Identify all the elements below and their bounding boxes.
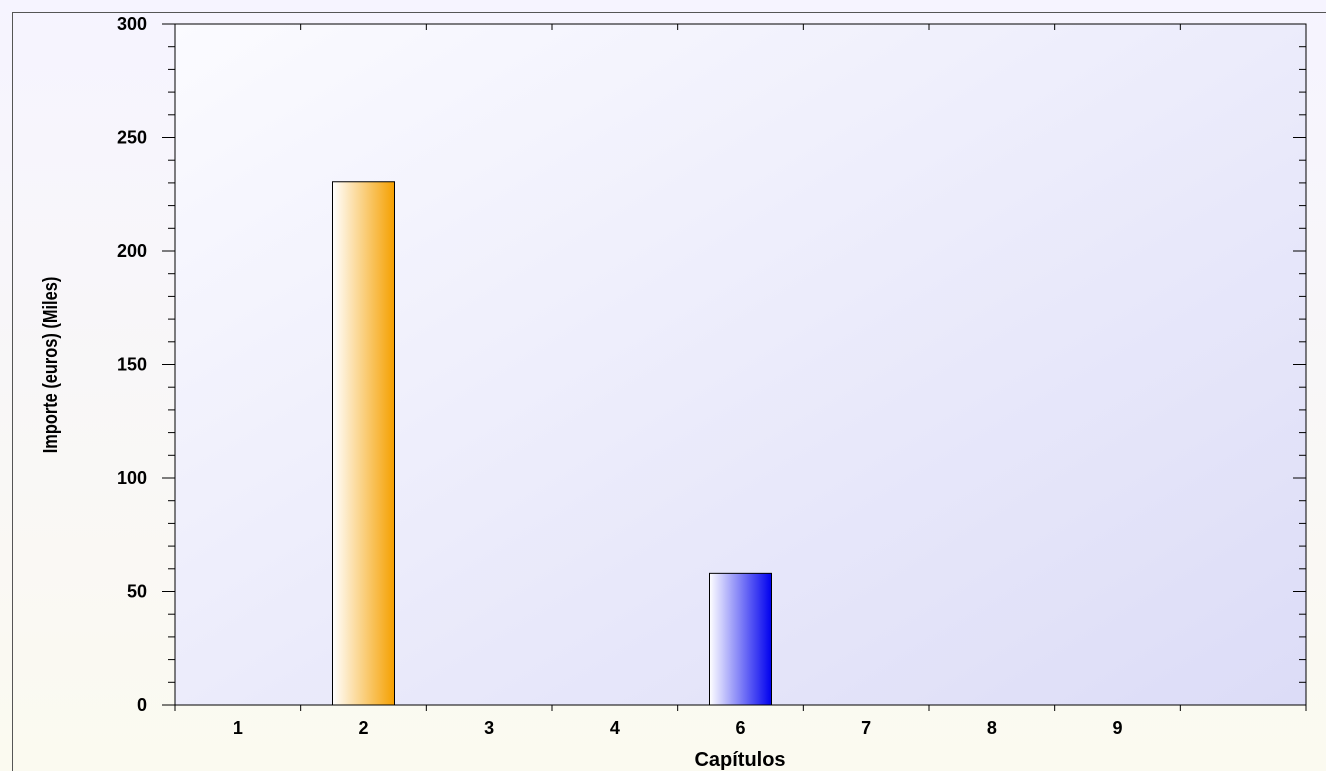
bar-capitulo-6 (709, 572, 772, 706)
y-tick-label: 250 (117, 128, 147, 148)
y-axis-title: Importe (euros) (Miles) (38, 277, 61, 454)
y-axis-ticks: 0 50 100 150 200 250 300 (117, 14, 1306, 715)
bar-capitulo-2 (332, 181, 395, 706)
x-tick-label: 2 (358, 718, 368, 738)
x-tick-label: 7 (861, 718, 871, 738)
x-axis-ticks: 1 2 3 4 6 7 8 9 (174, 24, 1307, 738)
y-tick-label: 200 (117, 241, 147, 261)
x-tick-label: 9 (1112, 718, 1122, 738)
x-tick-label: 3 (484, 718, 494, 738)
y-tick-label: 50 (127, 582, 147, 602)
bars (332, 181, 772, 706)
y-tick-label: 100 (117, 468, 147, 488)
y-tick-label: 0 (137, 695, 147, 715)
x-tick-label: 6 (735, 718, 745, 738)
x-axis-title: Capítulos (694, 749, 785, 771)
x-tick-label: 1 (233, 718, 243, 738)
x-tick-label: 8 (987, 718, 997, 738)
x-tick-label: 4 (610, 718, 620, 738)
y-tick-label: 150 (117, 355, 147, 375)
frame-border (12, 12, 1326, 771)
y-tick-label: 300 (117, 14, 147, 34)
